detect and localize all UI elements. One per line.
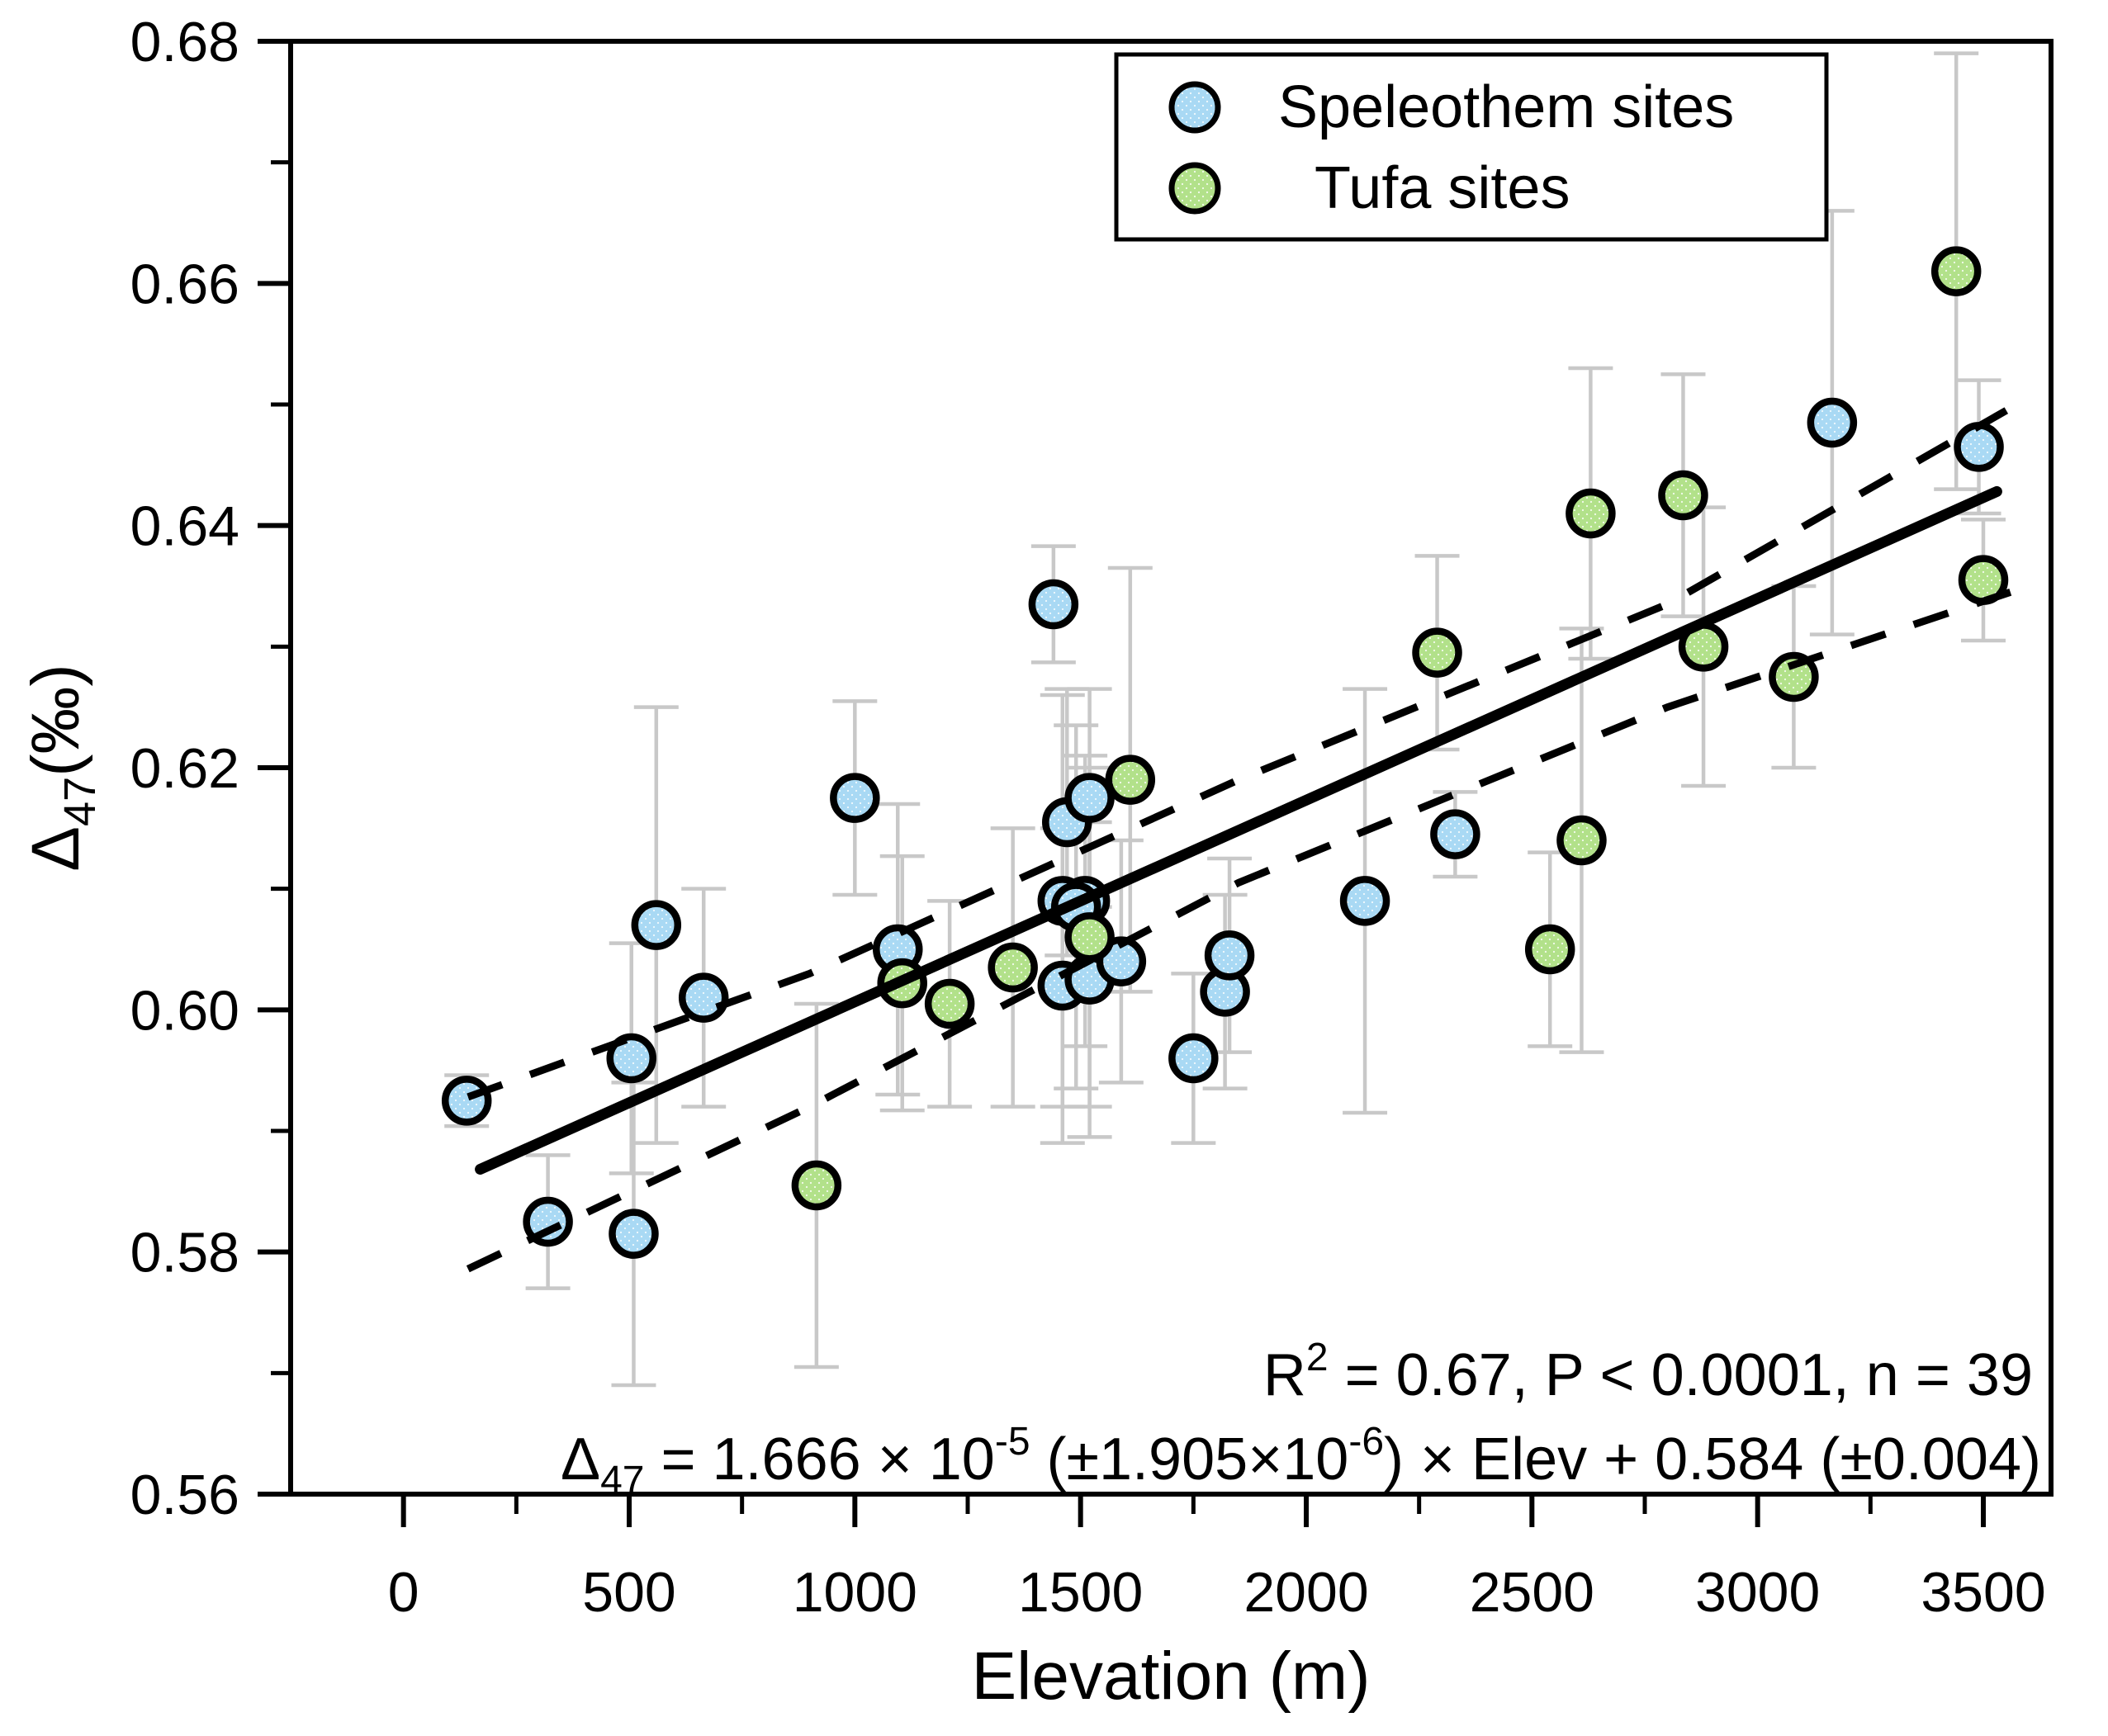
data-point-speleothem [1339, 876, 1390, 926]
legend-label-tufa: Tufa sites [1315, 155, 1570, 221]
y-tick-label: 0.64 [130, 495, 239, 558]
x-tick-label: 3000 [1695, 1561, 1820, 1624]
data-point-speleothem [606, 1033, 656, 1084]
data-point-speleothem [678, 972, 729, 1023]
data-point-tufa [1658, 470, 1708, 521]
y-tick-label: 0.56 [130, 1464, 239, 1526]
series-speleothem [441, 397, 2004, 1259]
data-point-speleothem [1954, 422, 2004, 472]
data-point-tufa [1769, 651, 1819, 702]
equation-annotation: Δ47 = 1.666 × 10-5 (±1.905×10-6) × Elev … [561, 1420, 2041, 1502]
data-point-speleothem [1807, 397, 1858, 448]
data-point-tufa [1412, 627, 1462, 678]
x-tick-label: 2500 [1470, 1561, 1594, 1624]
data-point-speleothem [1430, 809, 1480, 859]
confidence-lower-line [466, 589, 2012, 1273]
data-point-tufa [1064, 912, 1115, 963]
data-point-tufa [791, 1160, 842, 1211]
y-tick-label: 0.68 [130, 11, 239, 73]
axis-ticks [258, 39, 1986, 1527]
legend-marker-tufa [1168, 162, 1221, 215]
data-point-tufa [1556, 815, 1607, 866]
data-point-speleothem [1064, 773, 1115, 823]
data-point-tufa [1524, 924, 1575, 975]
x-tick-label: 3500 [1921, 1561, 2045, 1624]
data-point-tufa [988, 942, 1038, 993]
y-tick-label: 0.66 [130, 253, 239, 315]
x-tick-label: 0 [388, 1561, 419, 1624]
data-point-tufa [1930, 246, 1982, 296]
data-point-tufa [1566, 488, 1616, 539]
data-point-speleothem [1204, 930, 1255, 981]
legend-marker-speleothem [1168, 81, 1221, 134]
data-point-speleothem [631, 900, 682, 950]
x-tick-label: 500 [582, 1561, 675, 1624]
x-tick-label: 1000 [793, 1561, 917, 1624]
y-tick-label: 0.62 [130, 737, 239, 800]
data-point-speleothem [830, 773, 880, 823]
x-axis-label: Elevation (m) [971, 1639, 1370, 1714]
data-point-speleothem [1168, 1033, 1219, 1084]
legend-label-speleothem: Speleothem sites [1278, 74, 1734, 140]
y-tick-label: 0.58 [130, 1222, 239, 1284]
legend-box [1114, 52, 1829, 242]
data-point-tufa [924, 978, 975, 1029]
x-tick-label: 2000 [1243, 1561, 1368, 1624]
data-point-tufa [1105, 754, 1156, 805]
y-axis-label: Δ47(‰) [18, 664, 105, 871]
data-point-speleothem [1028, 579, 1079, 630]
data-point-speleothem [609, 1209, 659, 1259]
y-tick-label: 0.60 [130, 979, 239, 1042]
stats-annotation: R2 = 0.67, P < 0.0001, n = 39 [1263, 1336, 2033, 1408]
regression-line [475, 485, 2002, 1175]
x-tick-label: 1500 [1018, 1561, 1143, 1624]
data-point-speleothem [441, 1076, 492, 1126]
